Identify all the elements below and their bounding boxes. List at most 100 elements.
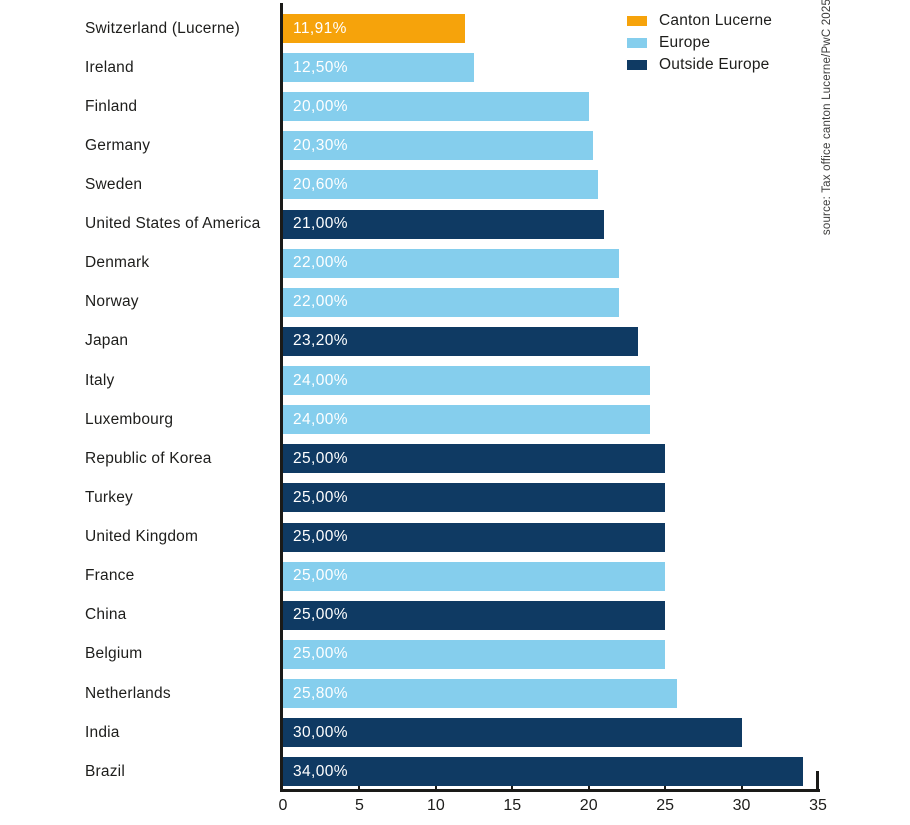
chart-row: United Kingdom 25,00% — [0, 518, 910, 557]
country-label: United States of America — [85, 215, 261, 233]
chart-row: Norway 22,00% — [0, 283, 910, 322]
source-note: source: Tax office canton Lucerne/PwC 20… — [821, 0, 833, 236]
legend-swatch — [627, 16, 647, 26]
country-label: Turkey — [85, 488, 133, 506]
bar-value-label: 12,50% — [293, 58, 348, 76]
tax-bar: 23,20% — [283, 326, 638, 356]
tax-bar: 20,00% — [283, 92, 589, 122]
tax-bar: 24,00% — [283, 366, 650, 396]
bar-value-label: 21,00% — [293, 215, 348, 233]
bar-value-label: 25,00% — [293, 528, 348, 546]
chart-row: United States of America 21,00% — [0, 205, 910, 244]
bar-value-label: 24,00% — [293, 410, 348, 428]
legend-label: Canton Lucerne — [659, 12, 773, 29]
x-tick-label: 5 — [354, 797, 364, 814]
chart-row: Republic of Korea 25,00% — [0, 439, 910, 478]
bar-value-label: 20,60% — [293, 175, 348, 193]
chart-row: Netherlands 25,80% — [0, 674, 910, 713]
chart-row: Denmark 22,00% — [0, 244, 910, 283]
country-label: Italy — [85, 371, 115, 389]
x-tick-label: 15 — [503, 797, 522, 814]
country-label: Switzerland (Lucerne) — [85, 19, 240, 37]
country-label: Netherlands — [85, 684, 171, 702]
tax-bar: 25,00% — [283, 639, 666, 669]
bar-rows: Switzerland (Lucerne) 11,91% Ireland 12,50%… — [0, 9, 910, 791]
country-label: France — [85, 567, 135, 585]
tax-bar: 25,00% — [283, 522, 666, 552]
bar-value-label: 25,80% — [293, 684, 348, 702]
bar-value-label: 25,00% — [293, 449, 348, 467]
bar-value-label: 20,00% — [293, 97, 348, 115]
tax-bar: 25,00% — [283, 444, 666, 474]
x-axis-endcap — [816, 771, 819, 790]
bar-value-label: 25,00% — [293, 606, 348, 624]
x-tick-label: 20 — [579, 797, 598, 814]
country-label: India — [85, 723, 120, 741]
bar-value-label: 23,20% — [293, 332, 348, 350]
tax-bar: 20,30% — [283, 131, 594, 161]
tax-bar: 25,00% — [283, 483, 666, 513]
bar-value-label: 30,00% — [293, 723, 348, 741]
country-label: Denmark — [85, 254, 150, 272]
tax-bar: 34,00% — [283, 757, 803, 787]
legend: Canton Lucerne Europe Outside Europe — [627, 10, 772, 76]
chart-row: Brazil 34,00% — [0, 752, 910, 791]
chart-row: Italy 24,00% — [0, 361, 910, 400]
legend-item: Outside Europe — [627, 54, 772, 76]
chart-row: Sweden 20,60% — [0, 165, 910, 204]
chart-row: France 25,00% — [0, 557, 910, 596]
tax-bar: 12,50% — [283, 53, 475, 83]
tax-bar: 25,80% — [283, 679, 678, 709]
country-label: Norway — [85, 293, 139, 311]
country-label: Finland — [85, 97, 138, 115]
country-label: Japan — [85, 332, 129, 350]
x-tick-label: 30 — [732, 797, 751, 814]
country-label: United Kingdom — [85, 528, 199, 546]
legend-label: Europe — [659, 34, 711, 51]
bar-value-label: 22,00% — [293, 293, 348, 311]
bar-value-label: 11,91% — [293, 19, 347, 37]
x-tick-label: 10 — [426, 797, 445, 814]
chart-row: Japan 23,20% — [0, 322, 910, 361]
bar-value-label: 34,00% — [293, 762, 348, 780]
bar-value-label: 20,30% — [293, 136, 348, 154]
country-label: Ireland — [85, 58, 134, 76]
bar-value-label: 24,00% — [293, 371, 348, 389]
legend-swatch — [627, 60, 647, 70]
chart-row: Germany 20,30% — [0, 126, 910, 165]
legend-swatch — [627, 38, 647, 48]
x-tick-label: 0 — [278, 797, 288, 814]
country-label: Republic of Korea — [85, 449, 212, 467]
country-label: Luxembourg — [85, 410, 174, 428]
bar-value-label: 25,00% — [293, 645, 348, 663]
chart-row: Luxembourg 24,00% — [0, 400, 910, 439]
chart-row: Finland 20,00% — [0, 87, 910, 126]
chart-row: India 30,00% — [0, 713, 910, 752]
legend-label: Outside Europe — [659, 56, 770, 73]
country-label: Brazil — [85, 762, 125, 780]
y-axis-line — [280, 3, 283, 792]
x-axis-line — [280, 789, 820, 792]
country-label: Belgium — [85, 645, 143, 663]
bar-value-label: 22,00% — [293, 254, 348, 272]
tax-bar: 20,60% — [283, 170, 598, 200]
tax-bar: 24,00% — [283, 405, 650, 435]
country-label: Sweden — [85, 175, 143, 193]
tax-bar: 25,00% — [283, 600, 666, 630]
chart-row: Belgium 25,00% — [0, 635, 910, 674]
tax-bar: 21,00% — [283, 209, 604, 239]
chart-row: Switzerland (Lucerne) 11,91% — [0, 9, 910, 48]
country-label: China — [85, 606, 127, 624]
tax-bar: 30,00% — [283, 718, 742, 748]
bar-value-label: 25,00% — [293, 567, 348, 585]
tax-bar: 11,91% — [283, 14, 466, 43]
x-tick-label: 25 — [656, 797, 675, 814]
country-label: Germany — [85, 136, 151, 154]
legend-item: Europe — [627, 32, 772, 54]
tax-bar: 25,00% — [283, 561, 666, 591]
chart-row: Turkey 25,00% — [0, 478, 910, 517]
x-tick-label: 35 — [809, 797, 827, 814]
tax-bar: 22,00% — [283, 287, 620, 317]
chart-row: Ireland 12,50% — [0, 48, 910, 87]
